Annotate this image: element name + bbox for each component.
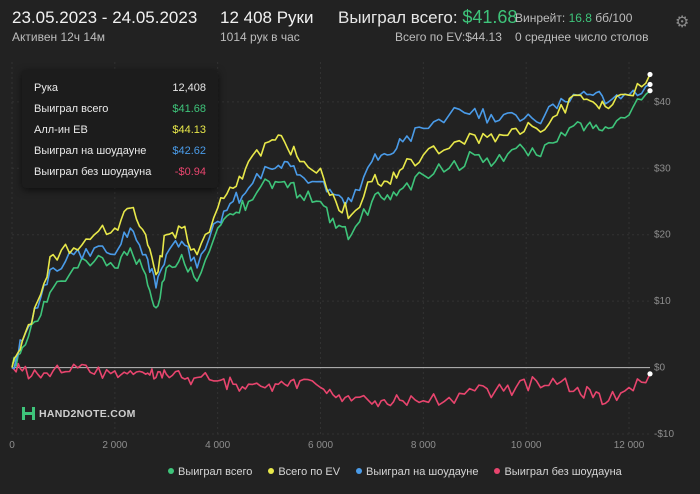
tooltip-value: $41.68 xyxy=(172,103,206,115)
y-tick-label: -$10 xyxy=(654,429,674,440)
tooltip-row: Рука 12,408 xyxy=(34,82,206,98)
series-line xyxy=(11,83,651,370)
watermark: HAND2NOTE.COM xyxy=(22,407,136,420)
tooltip-label: Выиграл на шоудауне xyxy=(34,145,147,157)
hands-count: 12 408 Руки xyxy=(220,8,314,27)
tooltip-label: Выиграл без шоудауна xyxy=(34,166,152,178)
legend-item[interactable]: Выиграл без шоудауна xyxy=(494,466,622,478)
hand2note-logo-icon xyxy=(22,407,35,420)
tooltip-label: Алл-ин EB xyxy=(34,124,88,136)
x-tick-label: 0 xyxy=(9,440,15,451)
legend-label: Выиграл всего xyxy=(178,466,253,478)
legend-item[interactable]: Выиграл на шоудауне xyxy=(356,466,478,478)
x-tick-label: 2 000 xyxy=(102,440,127,451)
x-tick-label: 12 000 xyxy=(614,440,645,451)
legend-dot-icon xyxy=(494,468,501,474)
tooltip-value: $42.62 xyxy=(172,145,206,157)
x-tick-label: 6 000 xyxy=(308,440,333,451)
total-won-label: Выиграл всего: xyxy=(338,8,458,27)
y-tick-label: $30 xyxy=(654,163,671,174)
total-won: Выиграл всего: $41.68 xyxy=(338,7,517,28)
y-tick-label: $10 xyxy=(654,296,671,307)
tooltip-row: Алл-ин EB $44.13 xyxy=(34,124,206,140)
x-tick-label: 4 000 xyxy=(205,440,230,451)
active-time: Активен 12ч 14м xyxy=(12,30,105,44)
legend-label: Выиграл без шоудауна xyxy=(504,466,622,478)
total-won-value: $41.68 xyxy=(462,7,518,27)
winrate: Винрейт: 16.8 бб/100 xyxy=(515,11,632,25)
winrate-value: 16.8 xyxy=(568,11,592,25)
date-range: 23.05.2023 - 24.05.2023 xyxy=(12,8,198,27)
ev-total: Всего по EV:$44.13 xyxy=(395,30,502,44)
y-tick-label: $40 xyxy=(654,97,671,108)
hover-tooltip: Рука 12,408 Выиграл всего $41.68 Алл-ин EB $4… xyxy=(22,70,218,188)
tooltip-row: Выиграл без шоудауна -$0.94 xyxy=(34,166,206,182)
series-end-point xyxy=(647,371,653,377)
tooltip-value: -$0.94 xyxy=(174,166,206,178)
tooltip-row: Выиграл всего $41.68 xyxy=(34,103,206,119)
series-line xyxy=(11,90,651,368)
series-end-point xyxy=(647,81,653,88)
winrate-label: Винрейт: xyxy=(515,11,566,25)
legend-label: Всего по EV xyxy=(278,466,341,478)
x-tick-label: 10 000 xyxy=(511,440,542,451)
avg-tables: 0 среднее число столов xyxy=(515,30,649,44)
winrate-unit: бб/100 xyxy=(595,11,633,25)
x-tick-label: 8 000 xyxy=(411,440,436,451)
y-tick-label: $20 xyxy=(654,230,671,241)
tooltip-label: Рука xyxy=(34,82,59,94)
legend-item[interactable]: Выиграл всего xyxy=(168,466,252,478)
tooltip-label: Выиграл всего xyxy=(34,103,109,115)
legend-dot-icon xyxy=(356,468,363,474)
series-end-point xyxy=(647,88,653,94)
series-line xyxy=(11,74,651,368)
legend-dot-icon xyxy=(168,468,174,474)
legend-label: Выиграл на шоудауне xyxy=(366,466,479,478)
watermark-text: HAND2NOTE.COM xyxy=(39,408,136,420)
hands-per-hour: 1014 рук в час xyxy=(220,30,300,44)
tooltip-row: Выиграл на шоудауне $42.62 xyxy=(34,145,206,161)
y-tick-label: $0 xyxy=(654,363,666,374)
tooltip-value: 12,408 xyxy=(172,82,206,94)
chart-legend: Выиграл всего Всего по EV Выиграл на шоуда… xyxy=(168,466,638,478)
series-line xyxy=(11,362,651,408)
gear-icon[interactable]: ⚙ xyxy=(675,14,690,31)
legend-dot-icon xyxy=(268,468,275,474)
legend-item[interactable]: Всего по EV xyxy=(268,466,340,478)
series-end-point xyxy=(647,71,653,78)
tooltip-value: $44.13 xyxy=(172,124,206,136)
